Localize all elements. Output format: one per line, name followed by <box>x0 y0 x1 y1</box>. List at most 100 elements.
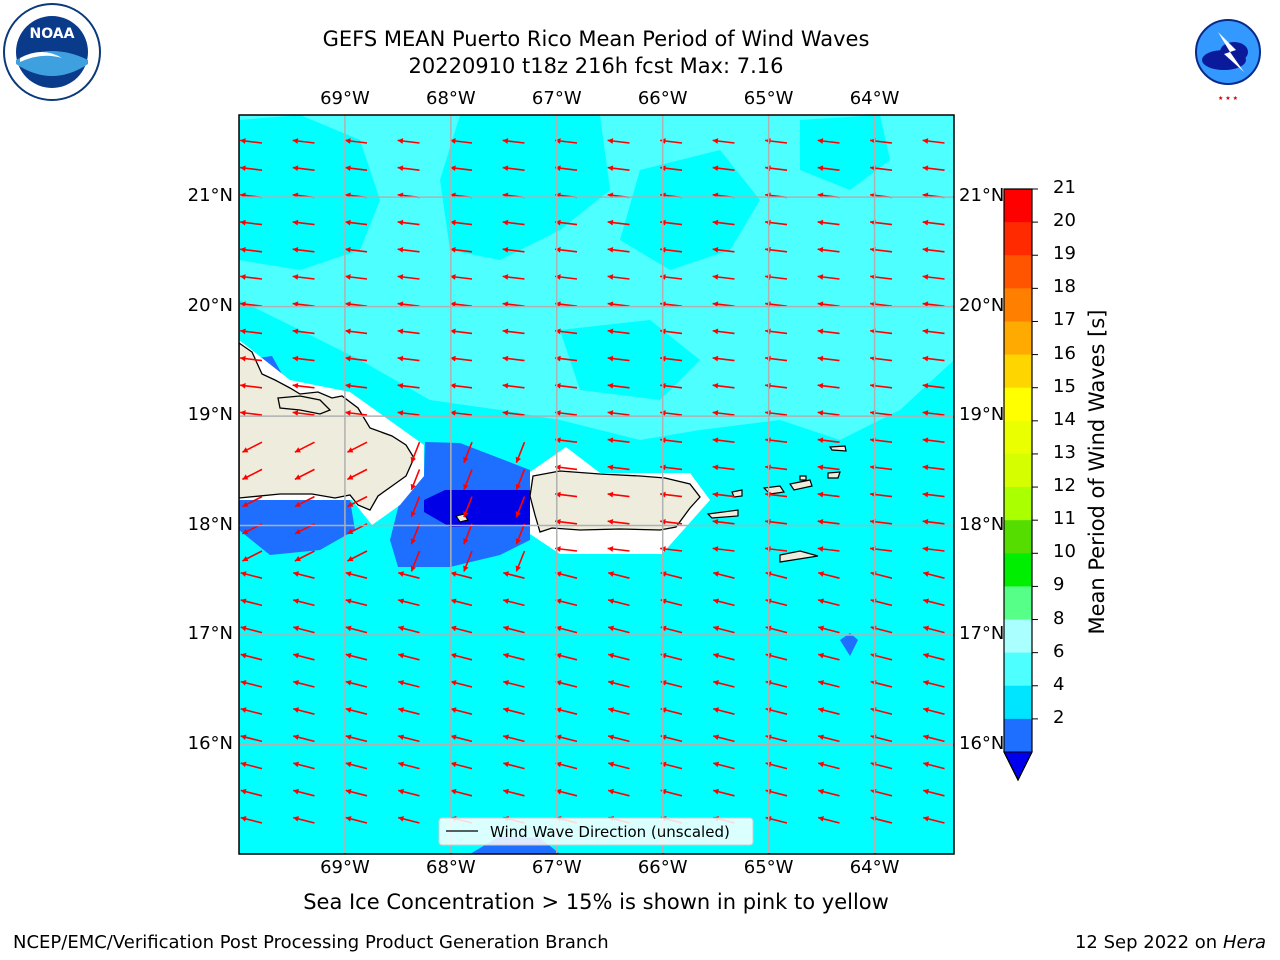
chart-title: GEFS MEAN Puerto Rico Mean Period of Win… <box>322 27 870 51</box>
wave-direction-arrow <box>240 328 263 335</box>
wave-direction-arrow <box>397 816 420 824</box>
ocean-patch <box>620 150 760 270</box>
wave-direction-arrow <box>240 301 263 308</box>
wave-direction-arrow <box>292 165 315 172</box>
wave-direction-arrow <box>345 219 368 226</box>
wave-direction-arrow <box>502 625 525 634</box>
wave-direction-arrow <box>607 301 630 308</box>
wave-direction-arrow <box>345 652 368 661</box>
wave-direction-arrow <box>294 441 315 453</box>
colorbar-under-extension <box>1003 751 1033 782</box>
wave-direction-arrow <box>292 598 315 607</box>
wave-direction-arrow <box>502 788 525 797</box>
wave-direction-arrow <box>450 680 473 688</box>
wave-direction-arrow <box>712 546 735 552</box>
colorbar-tick-label: 15 <box>1053 375 1076 397</box>
wave-direction-arrow <box>450 355 473 362</box>
wave-direction-arrow <box>607 652 630 661</box>
wave-direction-arrow <box>347 495 368 508</box>
longitude-label: 66°W <box>637 857 688 878</box>
longitude-label: 69°W <box>320 88 370 109</box>
wave-direction-arrow <box>397 246 420 253</box>
wave-direction-arrow <box>345 734 368 743</box>
wave-direction-arrow <box>502 246 525 253</box>
wave-direction-arrow <box>450 761 473 770</box>
wave-direction-arrow <box>502 382 525 389</box>
colorbar-frame <box>1003 188 1033 782</box>
longitude-label: 64°W <box>849 88 900 109</box>
colorbar-segment <box>1004 288 1032 322</box>
wave-direction-arrow <box>347 441 368 453</box>
wave-direction-arrow <box>817 274 840 280</box>
wave-direction-arrow <box>515 496 526 518</box>
wave-direction-arrow <box>242 495 263 508</box>
wave-direction-arrow <box>712 301 735 308</box>
wave-direction-arrow <box>502 301 525 308</box>
wave-direction-arrow <box>607 355 630 362</box>
longitude-label: 67°W <box>531 857 582 878</box>
wave-direction-arrow <box>502 355 525 362</box>
sea-ice-note: Sea Ice Concentration > 15% is shown in … <box>303 890 889 914</box>
wave-direction-arrow <box>555 219 578 226</box>
longitude-label: 65°W <box>743 88 794 109</box>
longitude-label: 64°W <box>849 857 900 878</box>
wave-direction-arrow <box>515 523 526 545</box>
wave-direction-arrow <box>345 680 368 688</box>
colorbar-label: Mean Period of Wind Waves [s] <box>1085 309 1109 635</box>
wave-direction-arrow <box>607 680 630 688</box>
hispaniola-north-peninsula <box>277 395 332 415</box>
wave-direction-arrow <box>345 301 368 308</box>
wave-direction-arrow <box>922 571 945 579</box>
wave-direction-arrow <box>345 274 368 280</box>
short-period-region-east <box>840 633 858 656</box>
colorbar-tick-label: 16 <box>1053 342 1076 364</box>
ocean-patch <box>560 320 700 400</box>
ocean-patch <box>800 115 890 190</box>
wave-direction-arrow <box>292 652 315 661</box>
wave-direction-arrow <box>607 138 630 144</box>
wave-direction-arrow <box>817 491 840 498</box>
latitude-label: 17°N <box>959 623 1005 645</box>
wave-direction-arrow <box>292 410 315 416</box>
wave-direction-arrow <box>345 598 368 607</box>
wave-direction-arrow <box>345 761 368 770</box>
wave-direction-arrow <box>345 355 368 362</box>
wave-direction-arrow <box>922 410 945 416</box>
wave-direction-arrow <box>450 165 473 172</box>
wave-direction-arrow <box>292 571 315 579</box>
wave-direction-arrow <box>555 410 578 416</box>
wave-direction-arrow <box>502 598 525 607</box>
colorbar-tick-label: 6 <box>1053 640 1065 662</box>
nws-logo: ★ ★ ★ <box>1180 4 1276 102</box>
latitude-label: 21°N <box>187 185 233 207</box>
wave-direction-arrow <box>397 219 420 226</box>
wave-direction-arrow <box>345 707 368 715</box>
wave-direction-arrow <box>502 328 525 335</box>
wave-direction-arrow <box>555 437 578 444</box>
wave-direction-arrow <box>292 816 315 824</box>
wave-direction-arrow <box>240 138 263 144</box>
colorbar-segment <box>1004 652 1032 687</box>
wave-direction-arrow <box>712 761 735 770</box>
wave-direction-arrow <box>397 707 420 715</box>
wave-direction-arrow <box>712 518 735 525</box>
wave-direction-arrow <box>607 219 630 226</box>
wave-direction-arrow <box>922 246 945 253</box>
wave-direction-arrow <box>712 625 735 634</box>
wave-direction-arrow <box>292 138 315 144</box>
wave-direction-arrow <box>450 410 473 416</box>
wave-direction-arrow <box>817 625 840 634</box>
wave-direction-arrow <box>502 165 525 172</box>
wave-direction-arrow <box>555 355 578 362</box>
wave-direction-arrow <box>555 464 578 471</box>
wave-direction-arrow <box>922 491 945 498</box>
wave-direction-arrow <box>292 761 315 770</box>
wave-direction-arrow <box>607 761 630 770</box>
map-legend: Wind Wave Direction (unscaled) <box>438 817 754 846</box>
colorbar-tick-label: 19 <box>1053 243 1076 265</box>
wave-direction-arrow <box>922 274 945 280</box>
wave-direction-arrow <box>292 734 315 743</box>
wave-direction-arrow <box>607 328 630 335</box>
colorbar-segment <box>1004 321 1032 356</box>
